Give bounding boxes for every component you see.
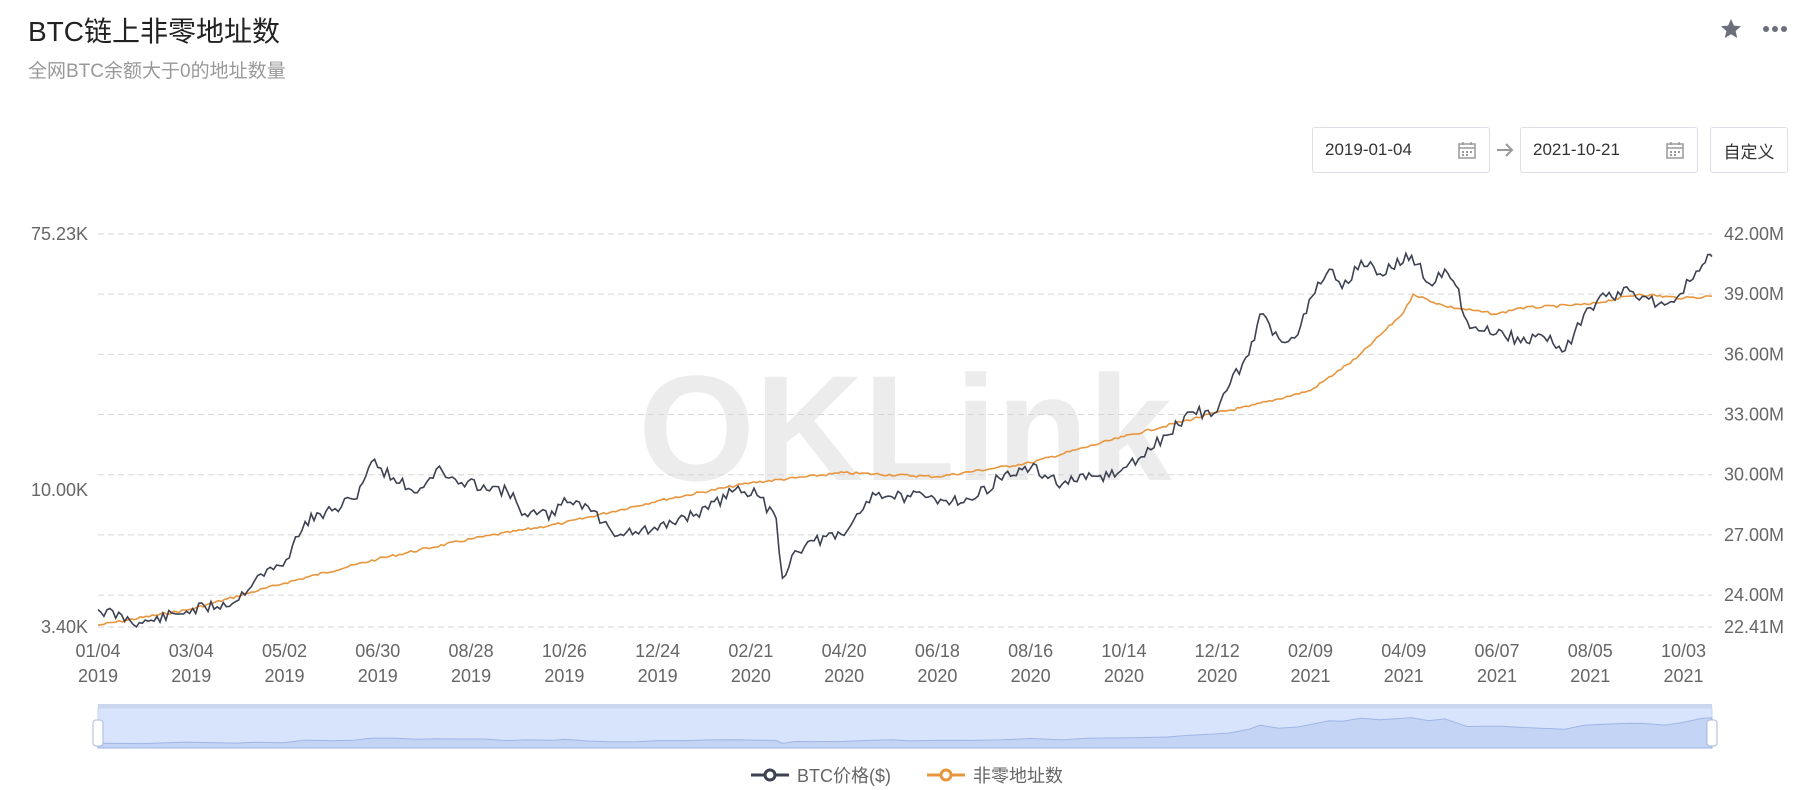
x-tick-year: 2020 xyxy=(1104,666,1144,686)
x-tick-year: 2021 xyxy=(1290,666,1330,686)
y-left-tick-label: 10.00K xyxy=(31,480,88,500)
x-tick-year: 2019 xyxy=(451,666,491,686)
star-icon[interactable] xyxy=(1718,16,1744,42)
arrow-right-icon xyxy=(1490,142,1520,158)
end-date-input[interactable]: 2021-10-21 xyxy=(1520,127,1698,173)
series-line-addresses xyxy=(97,293,1713,626)
x-tick-year: 2021 xyxy=(1664,666,1704,686)
zoom-slider-left-handle[interactable] xyxy=(92,719,104,747)
x-tick-label: 02/21 xyxy=(728,641,773,661)
x-tick-label: 06/07 xyxy=(1474,641,1519,661)
x-tick-label: 01/04 xyxy=(75,641,120,661)
series-line-price xyxy=(97,251,1713,629)
x-tick-year: 2019 xyxy=(544,666,584,686)
page-subtitle: 全网BTC余额大于0的地址数量 xyxy=(28,61,286,82)
x-tick-label: 08/05 xyxy=(1568,641,1613,661)
legend-marker-price xyxy=(751,768,789,782)
x-tick-year: 2019 xyxy=(265,666,305,686)
x-tick-year: 2021 xyxy=(1477,666,1517,686)
legend-marker-addresses xyxy=(927,768,965,782)
x-tick-year: 2020 xyxy=(917,666,957,686)
start-date-input[interactable]: 2019-01-04 xyxy=(1312,127,1490,173)
zoom-slider-right-handle[interactable] xyxy=(1706,719,1718,747)
x-tick-year: 2020 xyxy=(731,666,771,686)
legend-item-price[interactable]: BTC价格($) xyxy=(751,762,891,788)
zoom-slider-preview xyxy=(97,717,1713,749)
x-tick-year: 2019 xyxy=(78,666,118,686)
x-tick-label: 10/14 xyxy=(1101,641,1146,661)
x-tick-year: 2019 xyxy=(171,666,211,686)
x-tick-year: 2019 xyxy=(358,666,398,686)
x-tick-label: 10/03 xyxy=(1661,641,1706,661)
y-right-tick-label: 39.00M xyxy=(1724,284,1784,304)
x-tick-label: 12/12 xyxy=(1195,641,1240,661)
x-tick-year: 2021 xyxy=(1570,666,1610,686)
y-right-tick-label: 42.00M xyxy=(1724,224,1784,244)
custom-range-button[interactable]: 自定义 xyxy=(1710,127,1788,173)
y-right-tick-label: 27.00M xyxy=(1724,525,1784,545)
x-tick-label: 08/16 xyxy=(1008,641,1053,661)
legend-label-addresses: 非零地址数 xyxy=(973,766,1063,786)
x-tick-label: 06/18 xyxy=(915,641,960,661)
end-date-value: 2021-10-21 xyxy=(1533,140,1620,159)
x-tick-year: 2020 xyxy=(824,666,864,686)
legend: BTC价格($) 非零地址数 xyxy=(0,762,1814,788)
x-tick-label: 05/02 xyxy=(262,641,307,661)
zoom-slider-top-bar xyxy=(98,704,1712,708)
legend-label-price: BTC价格($) xyxy=(797,766,891,786)
date-range-picker: 2019-01-04 2021-10-21 自定义 xyxy=(1312,127,1788,173)
y-left-tick-label: 75.23K xyxy=(31,224,88,244)
y-right-tick-label: 30.00M xyxy=(1724,465,1784,485)
x-tick-label: 04/20 xyxy=(822,641,867,661)
calendar-icon xyxy=(1666,142,1684,159)
y-right-tick-label: 24.00M xyxy=(1724,585,1784,605)
y-left-tick-label: 3.40K xyxy=(41,617,88,637)
more-icon[interactable] xyxy=(1762,16,1788,42)
legend-item-addresses[interactable]: 非零地址数 xyxy=(927,762,1063,788)
x-tick-year: 2021 xyxy=(1384,666,1424,686)
y-right-tick-label: 22.41M xyxy=(1724,617,1784,637)
calendar-icon xyxy=(1458,142,1476,159)
y-right-tick-label: 36.00M xyxy=(1724,344,1784,364)
x-tick-label: 12/24 xyxy=(635,641,680,661)
x-tick-label: 06/30 xyxy=(355,641,400,661)
header-actions xyxy=(1718,16,1788,42)
page-title: BTC链上非零地址数 xyxy=(28,16,281,47)
x-tick-year: 2019 xyxy=(638,666,678,686)
watermark: OKLink xyxy=(638,344,1172,512)
x-tick-label: 03/04 xyxy=(169,641,214,661)
y-right-tick-label: 33.00M xyxy=(1724,405,1784,425)
x-tick-label: 08/28 xyxy=(449,641,494,661)
x-tick-label: 10/26 xyxy=(542,641,587,661)
start-date-value: 2019-01-04 xyxy=(1325,140,1412,159)
x-tick-year: 2020 xyxy=(1197,666,1237,686)
x-tick-label: 04/09 xyxy=(1381,641,1426,661)
x-tick-year: 2020 xyxy=(1011,666,1051,686)
x-tick-label: 02/09 xyxy=(1288,641,1333,661)
